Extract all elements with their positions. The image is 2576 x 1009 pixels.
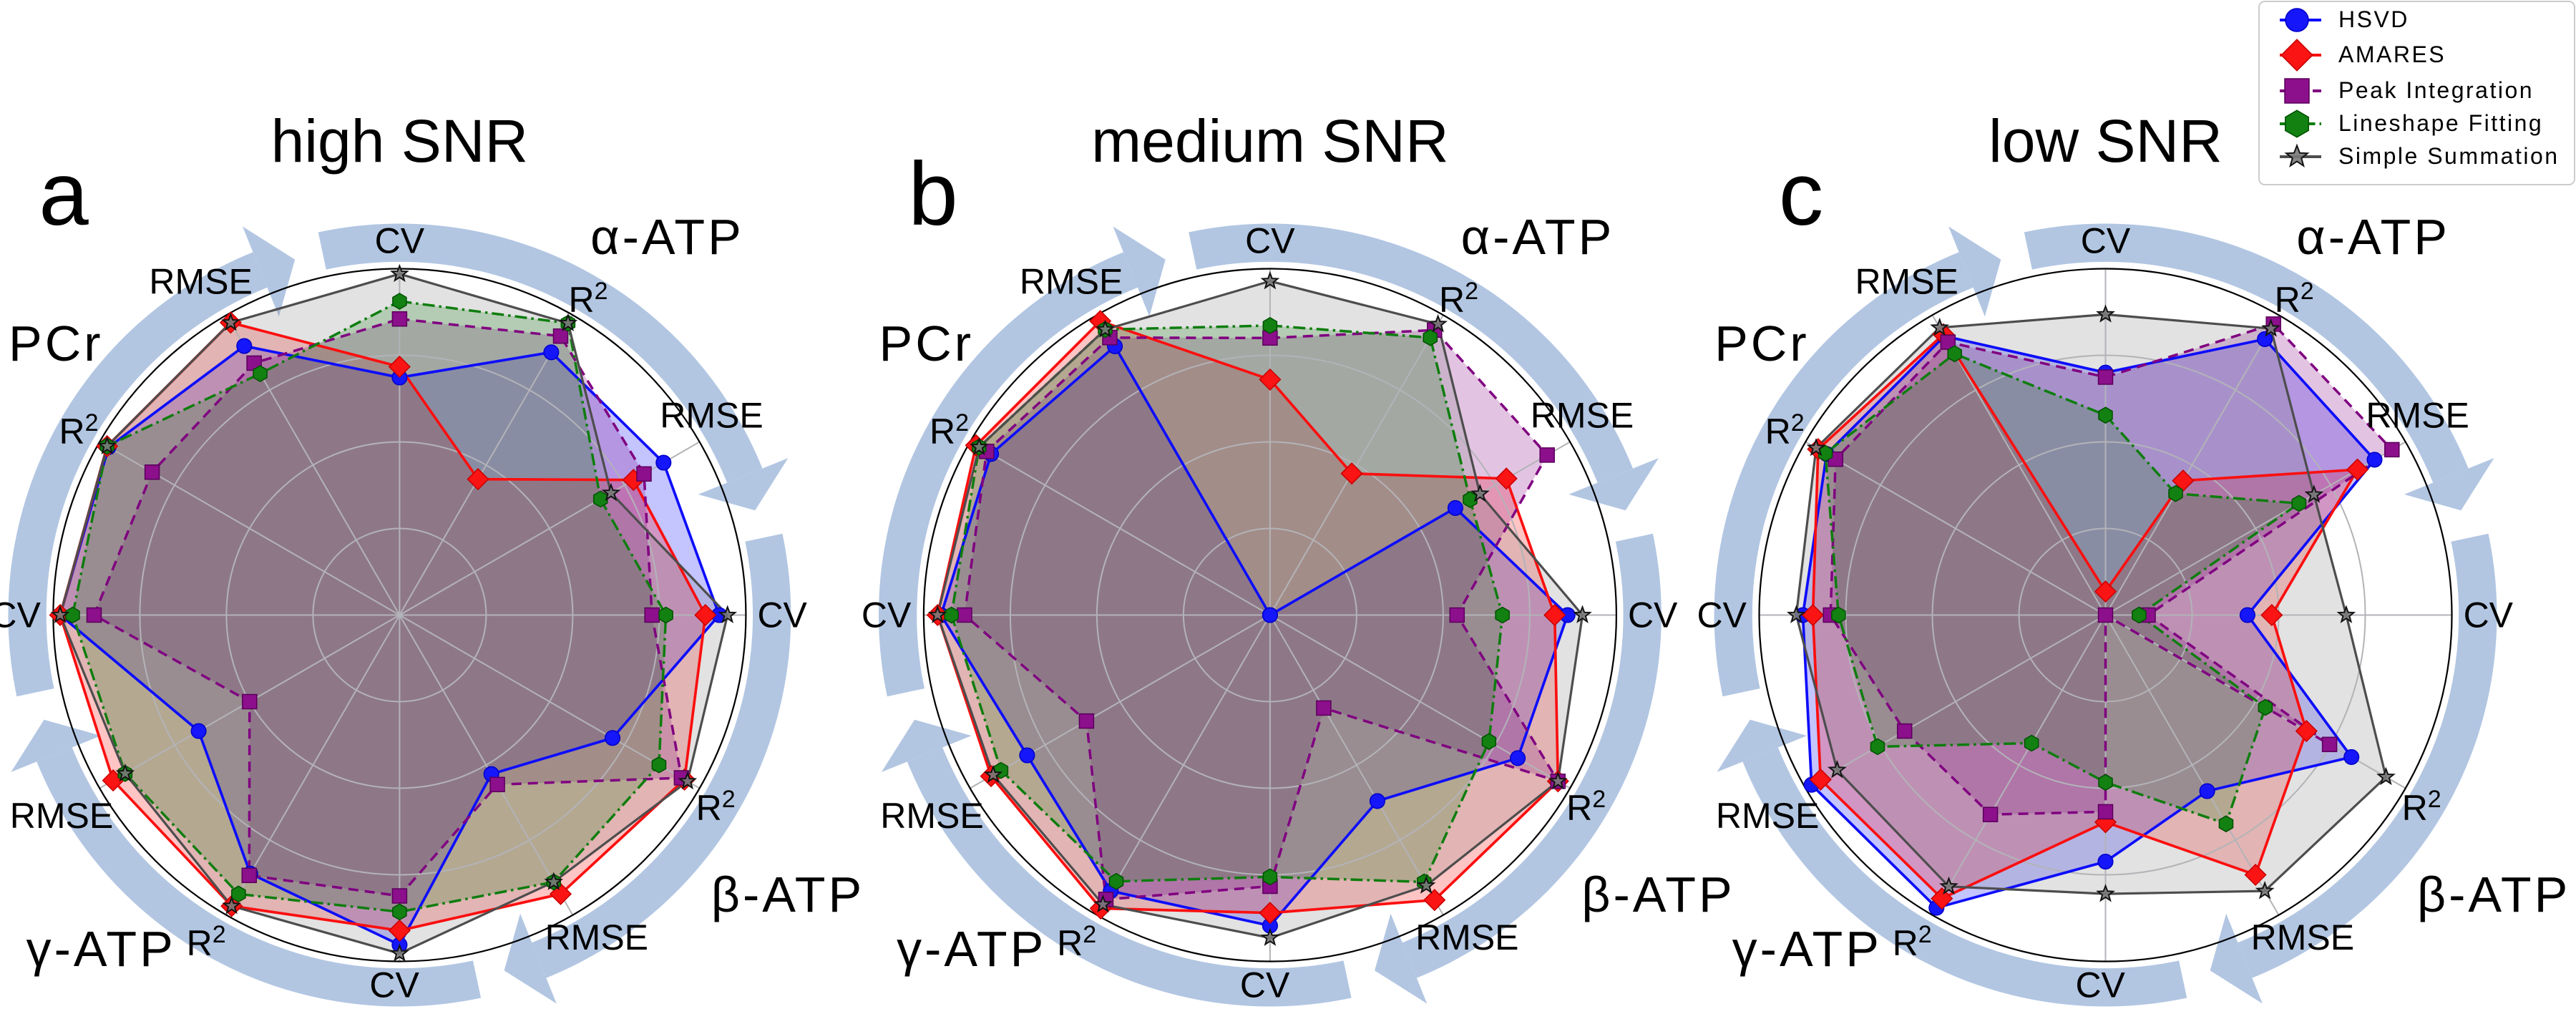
svg-text:RMSE: RMSE (880, 796, 983, 836)
svg-text:CV: CV (2081, 220, 2131, 260)
svg-text:CV: CV (375, 220, 425, 260)
svg-text:R2: R2 (2275, 278, 2314, 320)
svg-text:RMSE: RMSE (545, 917, 648, 957)
svg-text:RMSE: RMSE (2251, 917, 2354, 957)
svg-text:Peak Integration: Peak Integration (2338, 77, 2534, 103)
svg-text:AMARES: AMARES (2338, 42, 2446, 67)
svg-text:R2: R2 (1566, 786, 1606, 828)
svg-text:CV: CV (2075, 965, 2125, 1005)
svg-text:high SNR: high SNR (271, 107, 529, 175)
svg-text:CV: CV (1628, 595, 1678, 635)
svg-text:CV: CV (1245, 220, 1295, 260)
svg-text:α-ATP: α-ATP (2296, 209, 2450, 265)
svg-text:β-ATP: β-ATP (1581, 867, 1735, 922)
svg-text:PCr: PCr (879, 316, 975, 371)
svg-text:RMSE: RMSE (1020, 261, 1123, 301)
svg-text:Simple Summation: Simple Summation (2338, 143, 2560, 169)
svg-text:RMSE: RMSE (1716, 796, 1819, 836)
svg-text:medium SNR: medium SNR (1091, 107, 1448, 175)
svg-text:RMSE: RMSE (1855, 261, 1958, 301)
svg-text:β-ATP: β-ATP (711, 867, 865, 922)
svg-text:γ-ATP: γ-ATP (26, 921, 176, 977)
svg-text:b: b (908, 145, 958, 244)
svg-text:R2: R2 (1893, 921, 1932, 963)
svg-text:RMSE: RMSE (1531, 396, 1634, 436)
svg-text:CV: CV (757, 595, 807, 635)
svg-text:RMSE: RMSE (2366, 396, 2469, 436)
svg-text:CV: CV (1697, 595, 1747, 635)
svg-text:CV: CV (0, 595, 41, 635)
svg-text:RMSE: RMSE (149, 261, 252, 301)
svg-text:α-ATP: α-ATP (1461, 209, 1615, 265)
svg-text:β-ATP: β-ATP (2417, 867, 2571, 922)
svg-text:PCr: PCr (9, 316, 104, 371)
svg-text:γ-ATP: γ-ATP (1732, 921, 1882, 977)
svg-text:α-ATP: α-ATP (590, 209, 744, 265)
svg-text:CV: CV (862, 595, 912, 635)
svg-text:CV: CV (1240, 965, 1290, 1005)
svg-text:γ-ATP: γ-ATP (897, 921, 1046, 977)
svg-text:R2: R2 (1765, 409, 1805, 452)
svg-text:a: a (39, 145, 89, 244)
svg-text:low SNR: low SNR (1989, 107, 2223, 175)
svg-text:CV: CV (2464, 595, 2514, 635)
svg-text:RMSE: RMSE (660, 396, 763, 436)
svg-text:HSVD: HSVD (2338, 6, 2409, 32)
svg-text:RMSE: RMSE (1415, 917, 1518, 957)
svg-text:CV: CV (369, 965, 419, 1005)
svg-text:PCr: PCr (1714, 316, 1810, 371)
svg-text:RMSE: RMSE (10, 796, 113, 836)
svg-text:c: c (1779, 145, 1824, 244)
svg-text:Lineshape Fitting: Lineshape Fitting (2338, 110, 2543, 136)
